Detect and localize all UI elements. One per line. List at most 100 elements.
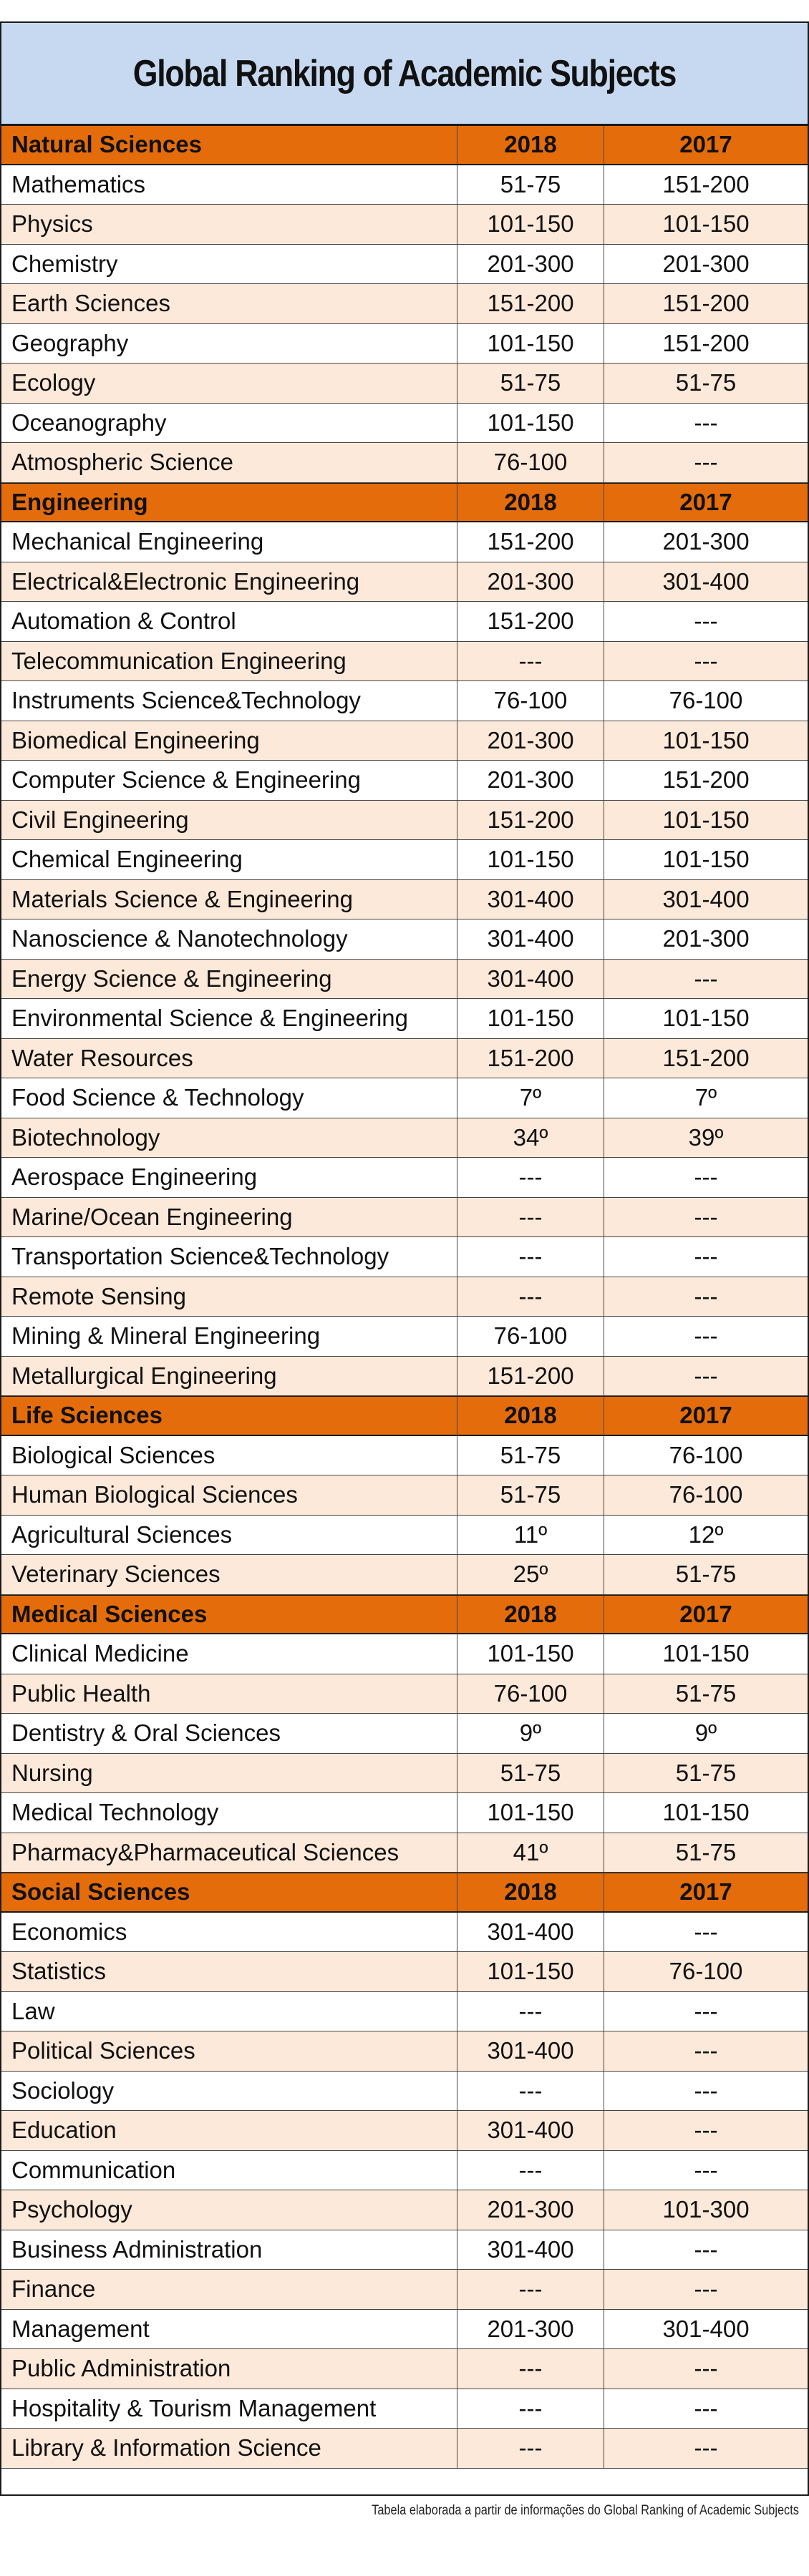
rank-2018: --- bbox=[457, 2071, 604, 2110]
rank-2018: 11º bbox=[457, 1515, 604, 1554]
subject-name: Economics bbox=[1, 1912, 457, 1951]
table-row: Clinical Medicine 101-150 101-150 bbox=[1, 1634, 808, 1674]
table-row: Hospitality & Tourism Management --- --- bbox=[1, 2389, 808, 2429]
table-row: Transportation Science&Technology --- --- bbox=[1, 1237, 808, 1277]
table-row: Agricultural Sciences 11º 12º bbox=[1, 1515, 808, 1555]
rank-2017: --- bbox=[694, 2355, 718, 2382]
subject-name: Food Science & Technology bbox=[1, 1078, 457, 1118]
rank-2017: 201-300 bbox=[662, 528, 750, 555]
subject-name: Earth Sciences bbox=[1, 284, 457, 323]
subject-name: Law bbox=[1, 1991, 457, 2031]
subject-name: Mechanical Engineering bbox=[1, 522, 457, 562]
source-footnote: Tabela elaborada a partir de informações… bbox=[372, 2503, 799, 2518]
rank-2018: 51-75 bbox=[457, 364, 604, 403]
table-row: Veterinary Sciences 25º 51-75 bbox=[1, 1555, 808, 1595]
rank-2018: 34º bbox=[457, 1118, 604, 1157]
rank-2018: 25º bbox=[457, 1555, 604, 1594]
subject-name: Oceanography bbox=[1, 403, 457, 442]
rank-2018: 101-150 bbox=[457, 323, 604, 363]
rank-2017: 76-100 bbox=[669, 687, 743, 714]
subject-name: Pharmacy&Pharmaceutical Sciences bbox=[1, 1833, 457, 1872]
table-row: Ecology 51-75 51-75 bbox=[1, 364, 808, 404]
table-row: Physics 101-150 101-150 bbox=[1, 205, 808, 245]
table-row: Water Resources 151-200 151-200 bbox=[1, 1038, 808, 1078]
subject-name: Clinical Medicine bbox=[1, 1634, 457, 1674]
rank-2018: 201-300 bbox=[457, 244, 604, 283]
table-row: Geography 101-150 151-200 bbox=[1, 323, 808, 364]
rank-2017: 51-75 bbox=[675, 1561, 737, 1588]
subject-name: Statistics bbox=[1, 1952, 457, 1991]
subject-name: Atmospheric Science bbox=[1, 443, 457, 482]
table-row: Instruments Science&Technology 76-100 76-1… bbox=[1, 681, 808, 721]
subject-name: Automation & Control bbox=[1, 602, 457, 641]
table-row: Finance --- --- bbox=[1, 2270, 808, 2310]
table-row: Materials Science & Engineering 301-400 30… bbox=[1, 879, 808, 919]
rank-2017: 101-300 bbox=[662, 2196, 750, 2223]
rank-2017: 101-150 bbox=[662, 1640, 750, 1667]
table-row: Sociology --- --- bbox=[1, 2071, 808, 2111]
year-2017-header: 2017 bbox=[679, 131, 732, 158]
subject-name: Public Administration bbox=[1, 2349, 457, 2389]
table-row: Biotechnology 34º 39º bbox=[1, 1118, 808, 1158]
subject-name: Civil Engineering bbox=[1, 800, 457, 839]
rank-2018: --- bbox=[457, 2389, 604, 2428]
rank-2017: --- bbox=[694, 2117, 718, 2144]
subject-name: Physics bbox=[1, 205, 457, 244]
rank-2018: 101-150 bbox=[457, 1634, 604, 1674]
rank-2017: 101-150 bbox=[662, 1005, 750, 1032]
rank-2018: --- bbox=[457, 2349, 604, 2389]
table-row: Mathematics 51-75 151-200 bbox=[1, 165, 808, 205]
rank-2017: --- bbox=[694, 1362, 718, 1389]
rank-2017: --- bbox=[694, 1322, 718, 1350]
rank-2017: 39º bbox=[688, 1123, 724, 1151]
table-row: Telecommunication Engineering --- --- bbox=[1, 641, 808, 681]
rank-2017: --- bbox=[694, 2434, 718, 2462]
subject-name: Ecology bbox=[1, 364, 457, 403]
rank-2018: 151-200 bbox=[457, 522, 604, 562]
rank-2018: 101-150 bbox=[457, 1793, 604, 1833]
rank-2018: 151-200 bbox=[457, 1356, 604, 1395]
subject-name: Agricultural Sciences bbox=[1, 1515, 457, 1554]
year-2018-header: 2018 bbox=[457, 126, 604, 164]
rank-2017: 9º bbox=[694, 1719, 717, 1747]
section-header: Engineering 2018 2017 bbox=[1, 482, 808, 522]
rank-2018: 151-200 bbox=[457, 284, 604, 323]
rank-2017: 101-150 bbox=[662, 726, 750, 753]
rank-2017: --- bbox=[694, 608, 718, 635]
rank-2018: 201-300 bbox=[457, 2190, 604, 2230]
subject-name: Nursing bbox=[1, 1753, 457, 1792]
year-2018-header: 2018 bbox=[457, 1397, 604, 1435]
rank-2018: 7º bbox=[457, 1078, 604, 1118]
rank-2017: --- bbox=[694, 1997, 718, 2024]
rank-2017: 101-150 bbox=[662, 1799, 750, 1826]
rank-2018: --- bbox=[457, 1991, 604, 2031]
rank-2017: 76-100 bbox=[669, 1481, 743, 1508]
table-row: Metallurgical Engineering 151-200 --- bbox=[1, 1356, 808, 1396]
rank-2017: --- bbox=[694, 2394, 718, 2421]
subject-name: Management bbox=[1, 2309, 457, 2348]
subject-name: Computer Science & Engineering bbox=[1, 761, 457, 800]
table-row: Biomedical Engineering 201-300 101-150 bbox=[1, 721, 808, 761]
year-2018-header: 2018 bbox=[457, 483, 604, 521]
rank-2018: 301-400 bbox=[457, 959, 604, 998]
rank-2017: --- bbox=[694, 2275, 718, 2303]
rank-2017: 201-300 bbox=[662, 925, 750, 952]
rank-2017: 51-75 bbox=[675, 1679, 737, 1707]
section-header: Medical Sciences 2018 2017 bbox=[1, 1594, 808, 1634]
table-row: Law --- --- bbox=[1, 1991, 808, 2031]
rank-2017: 301-400 bbox=[662, 567, 750, 595]
rank-2018: 201-300 bbox=[457, 761, 604, 800]
table-row: Remote Sensing --- --- bbox=[1, 1277, 808, 1317]
section-name: Natural Sciences bbox=[1, 126, 457, 164]
subject-name: Business Administration bbox=[1, 2230, 457, 2269]
subject-name: Medical Technology bbox=[1, 1793, 457, 1833]
rank-2017: --- bbox=[694, 1163, 718, 1191]
rank-2018: --- bbox=[457, 2429, 604, 2468]
table-row: Political Sciences 301-400 --- bbox=[1, 2031, 808, 2072]
table-row: Earth Sciences 151-200 151-200 bbox=[1, 284, 808, 324]
subject-name: Biotechnology bbox=[1, 1118, 457, 1157]
rank-2017: 51-75 bbox=[675, 1759, 737, 1786]
rank-2017: 51-75 bbox=[675, 1838, 737, 1865]
rank-2017: 301-400 bbox=[662, 885, 750, 912]
year-2017-header: 2017 bbox=[679, 488, 732, 515]
